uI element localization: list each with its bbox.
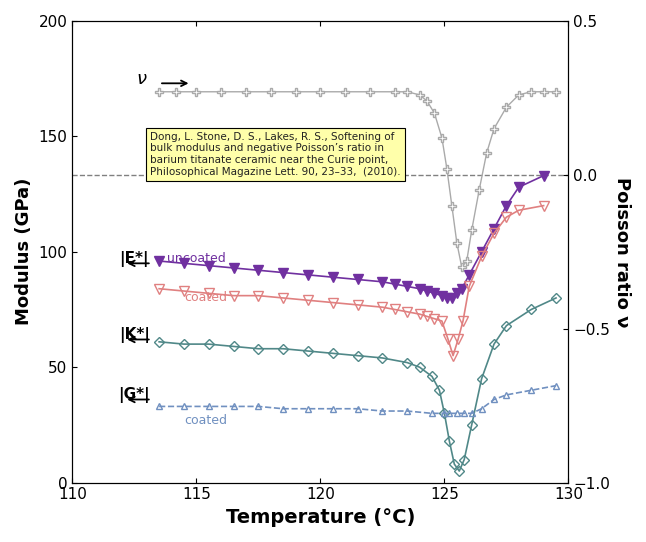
Text: coated: coated: [184, 292, 227, 305]
Text: |E*|: |E*|: [120, 251, 149, 267]
Text: coated: coated: [184, 414, 227, 427]
Text: Dong, L. Stone, D. S., Lakes, R. S., Softening of
bulk modulus and negative Pois: Dong, L. Stone, D. S., Lakes, R. S., Sof…: [151, 132, 401, 177]
Y-axis label: Poisson ratio ν: Poisson ratio ν: [613, 177, 631, 327]
Y-axis label: Modulus (GPa): Modulus (GPa): [15, 178, 33, 326]
Text: uncoated: uncoated: [167, 252, 225, 265]
Text: |G*|: |G*|: [118, 387, 150, 403]
Text: $\nu$: $\nu$: [136, 70, 147, 88]
Text: |K*|: |K*|: [119, 327, 150, 343]
X-axis label: Temperature (°C): Temperature (°C): [225, 508, 415, 527]
